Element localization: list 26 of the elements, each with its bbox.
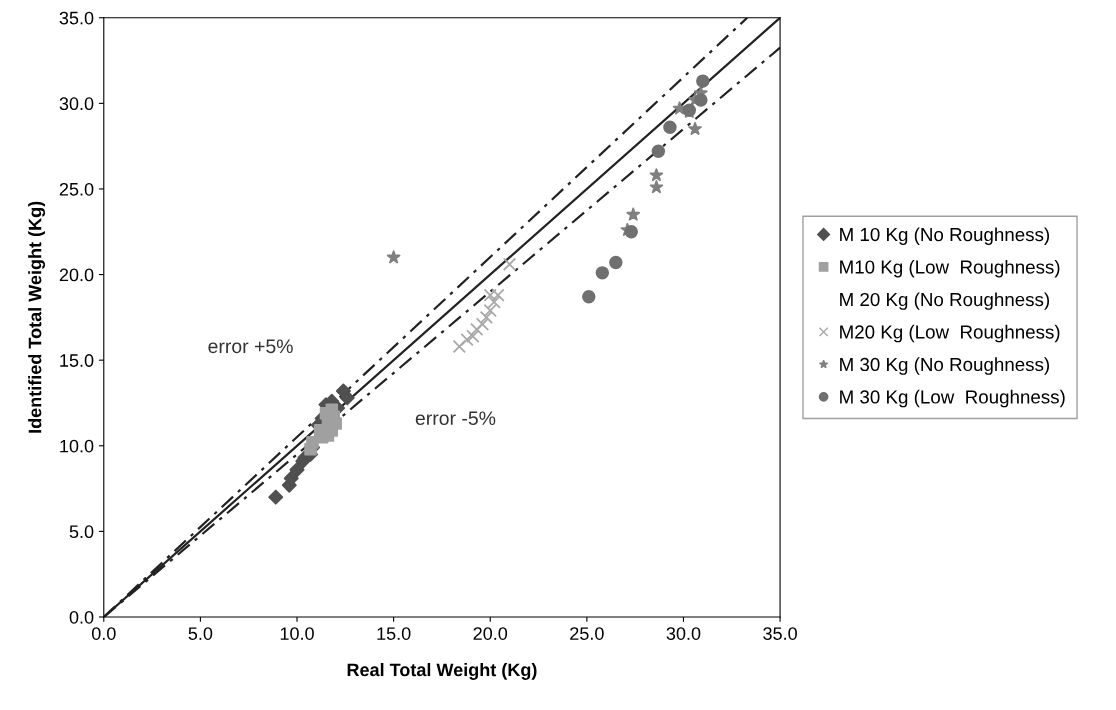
y-tick-label: 15.0 xyxy=(60,354,94,367)
y-tick-label: 25.0 xyxy=(59,182,94,196)
y-tick-label: 20.0 xyxy=(59,268,94,282)
x-tick-label: 15.0 xyxy=(377,627,411,640)
x-tick-label: 0.0 xyxy=(91,627,116,640)
y-tick-label: 10.0 xyxy=(60,439,94,453)
legend-label: M20 Kg (Low Roughness) xyxy=(840,324,1060,343)
x-tick-label: 20.0 xyxy=(473,627,508,640)
x-tick-label: 30.0 xyxy=(666,627,701,640)
x-tick-label: 10.0 xyxy=(280,627,314,640)
x-tick-label: 5.0 xyxy=(188,627,213,640)
annotation: error +5% xyxy=(208,339,293,354)
y-axis-title: Identified Total Weight (Kg) xyxy=(28,201,46,433)
y-tick-label: 0.0 xyxy=(69,610,94,624)
annotation: error -5% xyxy=(415,411,496,426)
legend-label: M 30 Kg (No Roughness) xyxy=(840,357,1050,375)
legend-label: M10 Kg (Low Roughness) xyxy=(840,259,1060,278)
x-axis-title: Real Total Weight (Kg) xyxy=(347,662,537,680)
x-tick-label: 35.0 xyxy=(763,627,797,640)
y-tick-label: 5.0 xyxy=(69,525,94,539)
x-tick-label: 25.0 xyxy=(570,627,604,640)
y-tick-label: 35.0 xyxy=(59,11,94,25)
y-tick-label: 30.0 xyxy=(59,97,94,111)
legend-label: M 30 Kg (Low Roughness) xyxy=(840,389,1065,408)
legend-label: M 10 Kg (No Roughness) xyxy=(840,227,1050,245)
text: M 20 Kg (No Roughness) xyxy=(840,292,1050,310)
